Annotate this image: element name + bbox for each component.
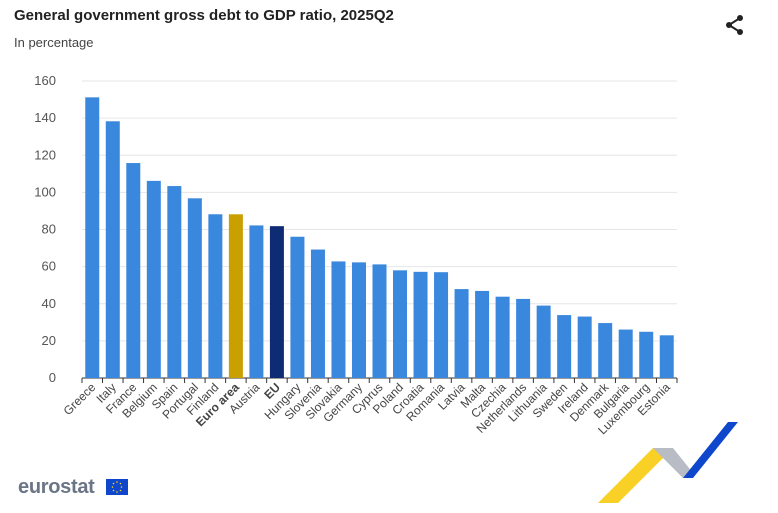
bar-eu xyxy=(269,226,284,378)
y-tick-label: 100 xyxy=(34,184,56,199)
bar-austria xyxy=(249,225,264,378)
bar-cyprus xyxy=(372,264,387,378)
y-tick-label: 20 xyxy=(42,333,56,348)
bar-slovenia xyxy=(310,249,325,378)
bar-poland xyxy=(393,270,408,378)
bar-spain xyxy=(167,186,182,378)
bar-hungary xyxy=(290,236,305,378)
x-tick-label: Greece xyxy=(61,380,99,418)
eu-flag-icon xyxy=(106,479,128,495)
bar-malta xyxy=(475,290,490,378)
y-tick-label: 160 xyxy=(34,73,56,88)
decorative-chevron xyxy=(598,422,738,503)
bar-chart: 020406080100120140160GreeceItalyFranceBe… xyxy=(34,73,678,437)
bar-czechia xyxy=(495,296,510,378)
bar-croatia xyxy=(413,271,428,378)
bar-portugal xyxy=(187,198,202,378)
bar-bulgaria xyxy=(618,329,633,378)
bar-lithuania xyxy=(536,305,551,378)
y-tick-label: 40 xyxy=(42,296,56,311)
bar-latvia xyxy=(454,289,469,378)
bar-ireland xyxy=(577,316,592,378)
bar-euro-area xyxy=(228,214,243,378)
bar-belgium xyxy=(146,180,161,378)
chart-subtitle: In percentage xyxy=(14,35,94,50)
bar-italy xyxy=(105,121,120,378)
bar-germany xyxy=(351,262,366,378)
bar-france xyxy=(126,163,141,378)
bar-denmark xyxy=(598,323,613,378)
bar-greece xyxy=(85,97,100,379)
share-icon[interactable] xyxy=(724,14,746,36)
bar-slovakia xyxy=(331,261,346,378)
bar-romania xyxy=(434,272,449,378)
bar-estonia xyxy=(659,335,674,378)
bar-luxembourg xyxy=(639,331,654,378)
bar-sweden xyxy=(557,315,572,378)
eurostat-logo: eurostat xyxy=(18,476,95,498)
y-tick-label: 0 xyxy=(49,370,56,385)
y-tick-label: 60 xyxy=(42,259,56,274)
y-tick-label: 140 xyxy=(34,110,56,125)
y-tick-label: 120 xyxy=(34,147,56,162)
y-tick-label: 80 xyxy=(42,222,56,237)
bar-netherlands xyxy=(516,298,531,378)
chart-title: General government gross debt to GDP rat… xyxy=(14,7,394,24)
bar-finland xyxy=(208,214,223,378)
